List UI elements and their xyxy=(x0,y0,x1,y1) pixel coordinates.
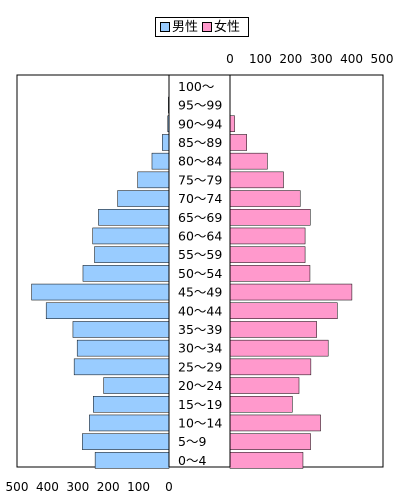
bar-female xyxy=(229,115,235,132)
category-label: 65～69 xyxy=(178,210,222,225)
bar-male xyxy=(82,265,170,282)
category-label: 35～39 xyxy=(178,322,222,337)
legend-label-male: 男性 xyxy=(172,19,199,35)
bar-male xyxy=(82,433,170,450)
bar-male xyxy=(98,209,170,226)
bar-female xyxy=(229,134,247,151)
bar-female xyxy=(229,452,304,469)
bar-female xyxy=(229,377,300,394)
category-label: 80～84 xyxy=(178,154,222,169)
bottom-axis-tick-label: 400 xyxy=(36,480,59,494)
bar-male xyxy=(117,190,170,207)
top-axis-tick-label: 200 xyxy=(279,52,302,66)
bar-female xyxy=(229,265,311,282)
category-label: 40～44 xyxy=(178,303,222,318)
category-label: 85～89 xyxy=(178,135,222,150)
bar-female xyxy=(229,433,311,450)
category-label: 20～24 xyxy=(178,378,222,393)
bar-female xyxy=(229,414,321,432)
bar-female xyxy=(229,246,306,263)
category-label: 60～64 xyxy=(178,228,222,243)
bar-male xyxy=(151,152,170,170)
bottom-axis-tick-label: 200 xyxy=(97,480,120,494)
bar-male xyxy=(76,339,170,357)
legend-swatch-female xyxy=(202,22,213,32)
legend-label-female: 女性 xyxy=(214,19,241,35)
category-label: 5～9 xyxy=(178,434,206,449)
top-axis-tick-label: 500 xyxy=(371,52,394,66)
bar-female xyxy=(229,209,311,226)
bar-male xyxy=(94,452,170,469)
category-label: 15～19 xyxy=(178,397,222,412)
category-label: 70～74 xyxy=(178,191,222,206)
bar-male xyxy=(72,321,170,338)
category-label: 90～94 xyxy=(178,116,222,131)
bar-male xyxy=(162,134,170,151)
category-label: 30～34 xyxy=(178,341,222,356)
category-label: 95～99 xyxy=(178,98,222,113)
bar-female xyxy=(229,190,301,207)
bar-male xyxy=(103,377,170,394)
bottom-axis-tick-label: 300 xyxy=(66,480,89,494)
category-label: 100～ xyxy=(178,79,214,94)
bar-female xyxy=(229,339,329,357)
category-label: 45～49 xyxy=(178,285,222,300)
bar-male xyxy=(92,227,170,245)
bar-male xyxy=(73,358,170,376)
legend-swatch-male xyxy=(160,22,170,32)
bar-female xyxy=(229,302,338,319)
category-label: 0～4 xyxy=(178,453,206,468)
bottom-axis-tick-label: 0 xyxy=(165,480,173,494)
bar-female xyxy=(229,152,268,170)
legend-item-male: 男性 xyxy=(160,21,198,34)
top-axis-tick-label: 100 xyxy=(249,52,272,66)
bar-male xyxy=(45,302,170,319)
bar-male xyxy=(89,414,170,432)
bar-male xyxy=(93,396,170,413)
plot-frame xyxy=(16,74,384,468)
bar-female xyxy=(229,396,293,413)
category-label: 55～59 xyxy=(178,247,222,262)
top-axis-tick-label: 300 xyxy=(310,52,333,66)
category-label: 25～29 xyxy=(178,359,222,374)
bar-male xyxy=(31,283,170,301)
top-axis-tick-label: 400 xyxy=(340,52,363,66)
category-label: 10～14 xyxy=(178,415,222,430)
bar-female xyxy=(229,283,353,301)
bottom-axis-tick-label: 100 xyxy=(127,480,150,494)
bar-female xyxy=(229,171,284,189)
bar-female xyxy=(229,227,306,245)
bar-female xyxy=(229,358,312,376)
category-label: 50～54 xyxy=(178,266,222,281)
bar-female xyxy=(229,321,317,338)
bar-male xyxy=(94,246,170,263)
legend: 男性 女性 xyxy=(155,17,249,37)
legend-item-female: 女性 xyxy=(202,21,240,34)
bar-male xyxy=(137,171,170,189)
top-axis-tick-label: 0 xyxy=(226,52,234,66)
bottom-axis-tick-label: 500 xyxy=(6,480,29,494)
category-label: 75～79 xyxy=(178,172,222,187)
